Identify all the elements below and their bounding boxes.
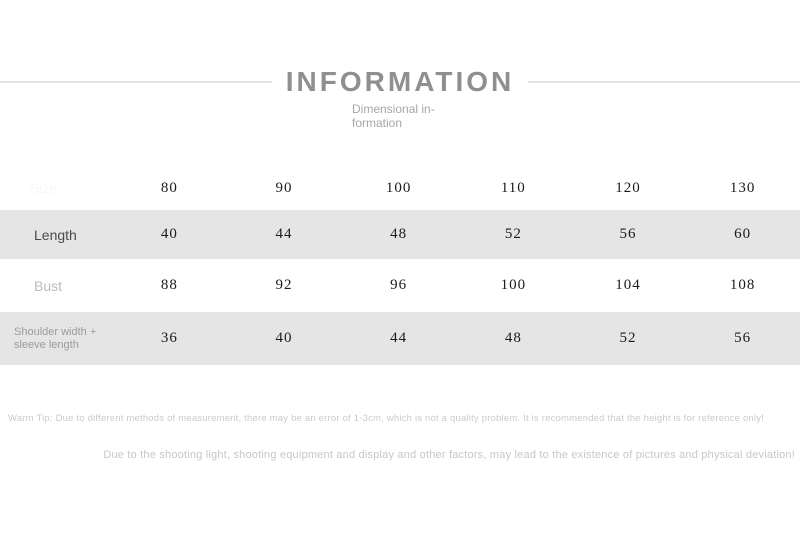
bust-value: 92 — [275, 277, 293, 293]
page-title: INFORMATION — [285, 66, 515, 97]
shoulder-sleeve-value: 40 — [275, 330, 293, 346]
bust-value: 108 — [729, 277, 756, 293]
size-table: Size 80 90 100 110 120 130 Length 40 44 … — [0, 166, 800, 365]
length-value: 40 — [160, 226, 178, 242]
size-value: 80 — [160, 179, 178, 196]
page-subtitle: Dimensional in-formation — [352, 102, 435, 130]
shoulder-sleeve-value: 48 — [504, 330, 522, 346]
row-label-size: Size — [30, 180, 58, 196]
table-row-length: Length 40 44 48 52 56 60 — [0, 210, 800, 259]
table-row-shoulder-sleeve: Shoulder width + sleeve length 36 40 44 … — [0, 312, 800, 365]
table-row-bust: Bust 88 92 96 100 104 108 — [0, 259, 800, 312]
warm-tip-note: Warm Tip: Due to different methods of me… — [8, 413, 765, 424]
bust-value: 104 — [615, 277, 641, 293]
title-rule-left — [0, 81, 272, 83]
length-value: 60 — [734, 226, 752, 242]
length-value: 56 — [619, 226, 637, 242]
bust-value: 100 — [500, 277, 527, 293]
size-value: 130 — [729, 179, 756, 196]
row-label-length: Length — [34, 226, 77, 243]
shoulder-sleeve-value: 56 — [734, 330, 752, 346]
length-value: 48 — [390, 226, 408, 242]
title-rule-right — [528, 81, 800, 83]
shoulder-sleeve-value: 44 — [390, 330, 408, 346]
size-value: 100 — [385, 179, 412, 196]
header: INFORMATION Dimensional in-formation — [0, 66, 800, 130]
bust-value: 96 — [390, 277, 408, 293]
size-value: 110 — [500, 179, 526, 196]
shoulder-sleeve-value: 36 — [160, 330, 178, 346]
row-label-shoulder-sleeve: Shoulder width + sleeve length — [14, 325, 97, 351]
title-row: INFORMATION — [0, 66, 800, 98]
size-value: 90 — [275, 179, 293, 196]
length-value: 52 — [504, 226, 522, 242]
row-label-bust: Bust — [34, 277, 63, 294]
size-value: 120 — [615, 179, 641, 196]
length-value: 44 — [275, 226, 293, 242]
photo-deviation-note: Due to the shooting light, shooting equi… — [103, 449, 795, 461]
table-row-size: Size 80 90 100 110 120 130 — [0, 166, 800, 210]
bust-value: 88 — [160, 277, 178, 293]
size-info-page: INFORMATION Dimensional in-formation Siz… — [0, 66, 800, 547]
shoulder-sleeve-value: 52 — [619, 330, 637, 346]
